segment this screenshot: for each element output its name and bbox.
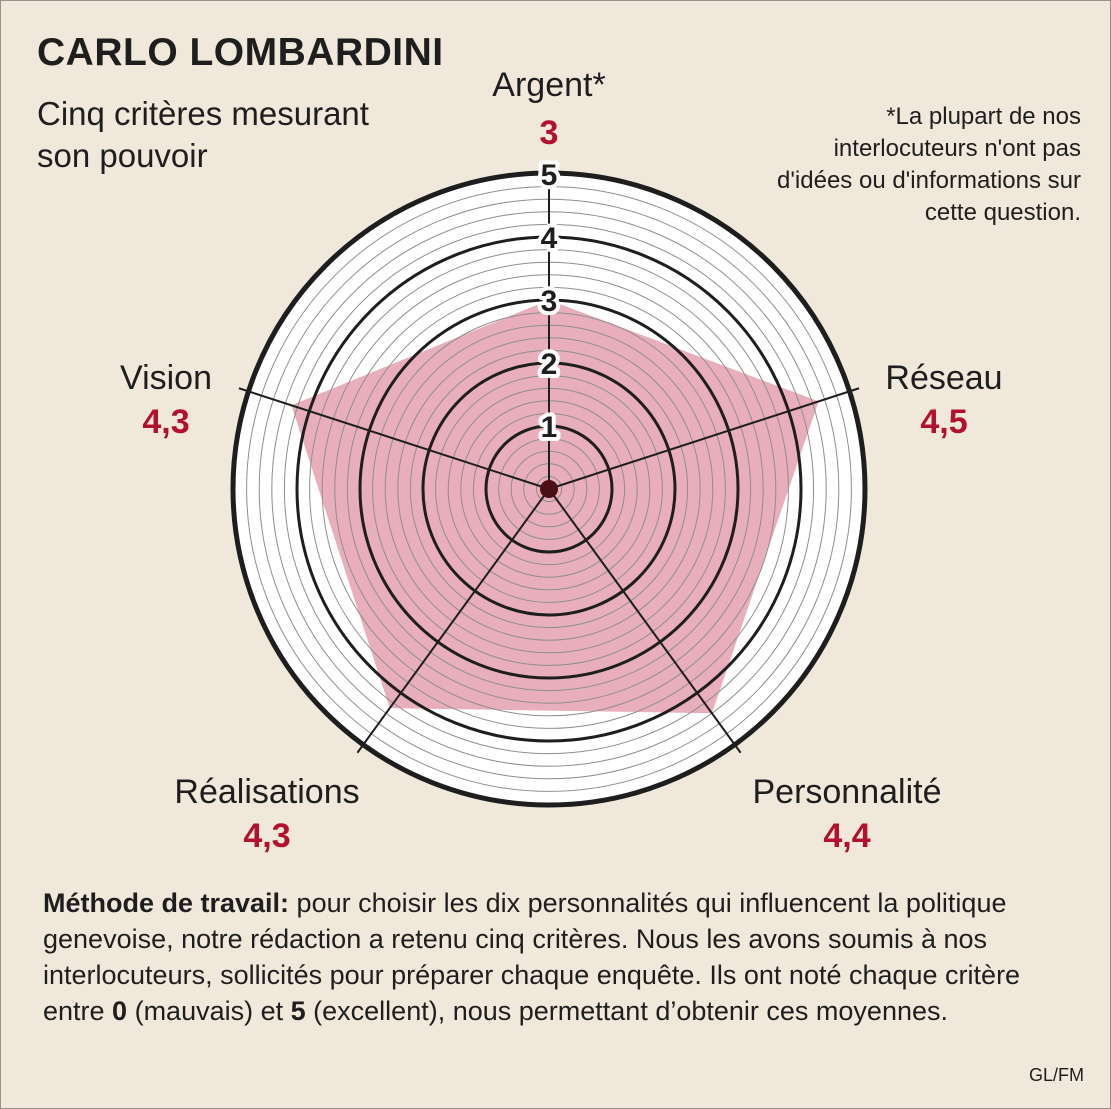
tick-label-1: 1 xyxy=(541,411,558,444)
spoke-5 xyxy=(238,387,550,490)
radar-chart: 1122334455Argent*3Réseau4,5Personnalité4… xyxy=(120,66,1003,855)
axis-name: Réseau xyxy=(885,359,1002,397)
subtitle-line-2: son pouvoir xyxy=(37,137,208,174)
method-text-1: pour choisir les dix personnalités qui i… xyxy=(43,888,1021,1026)
axis-value: 4,3 xyxy=(142,403,189,441)
center-dot xyxy=(540,480,558,498)
axis-name: Réalisations xyxy=(174,773,359,811)
axis-name: Argent* xyxy=(492,66,605,104)
axis-name: Personnalité xyxy=(752,773,941,811)
credit: GL/FM xyxy=(1028,1065,1084,1085)
axis-value: 4,5 xyxy=(920,403,967,441)
axis-value: 3 xyxy=(540,114,559,152)
axis-value: 4,4 xyxy=(823,817,870,855)
tick-label-2: 2 xyxy=(541,348,558,381)
spoke-2 xyxy=(548,387,860,490)
tick-label-halo: 3 xyxy=(541,285,558,318)
spoke-3 xyxy=(548,488,742,754)
tick-label-halo: 1 xyxy=(541,411,558,444)
axis-value: 4,3 xyxy=(243,817,290,855)
method-text-2: (mauvais) et xyxy=(127,996,291,1026)
tick-label-4: 4 xyxy=(541,222,558,255)
tick-label-halo: 5 xyxy=(541,159,558,192)
footnote: *La plupart de nos interlocuteurs n'ont … xyxy=(777,103,1081,226)
method-text-3: (excellent), nous permettant d’obtenir c… xyxy=(305,996,948,1026)
page-title: CARLO LOMBARDINI xyxy=(37,31,444,74)
method-high-value: 5 xyxy=(290,996,306,1026)
subtitle: Cinq critères mesurant son pouvoir xyxy=(37,93,457,177)
tick-label-5: 5 xyxy=(541,159,558,192)
method-label: Méthode de travail: xyxy=(43,888,290,918)
method-low-value: 0 xyxy=(112,996,128,1026)
axis-name: Vision xyxy=(120,359,212,397)
spoke-4 xyxy=(356,488,550,754)
data-polygon xyxy=(291,300,819,714)
subtitle-line-1: Cinq critères mesurant xyxy=(37,95,369,132)
method-text: Méthode de travail: pour choisir les dix… xyxy=(43,885,1053,1029)
tick-label-3: 3 xyxy=(541,285,558,318)
tick-label-halo: 2 xyxy=(541,348,558,381)
